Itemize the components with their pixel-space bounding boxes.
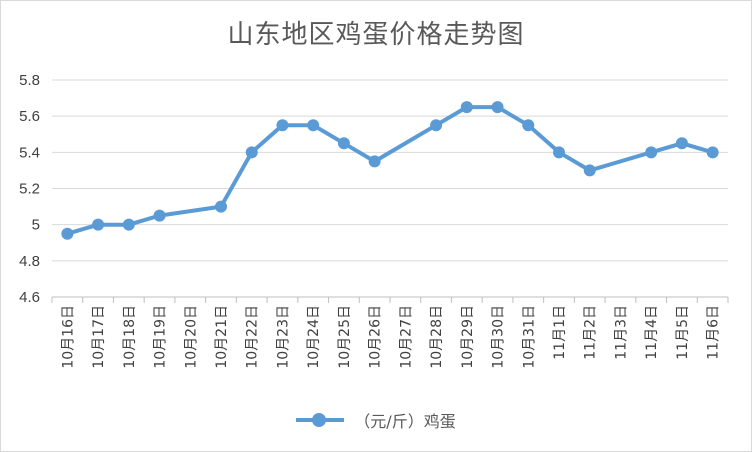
data-point — [553, 146, 565, 159]
y-tick-label: 5.6 — [19, 108, 40, 125]
y-tick-label: 5.8 — [19, 72, 40, 89]
chart-title: 山东地区鸡蛋价格走势图 — [227, 20, 525, 50]
x-tick-label: 10月30日 — [491, 305, 507, 369]
data-point — [122, 218, 135, 231]
x-tick-label: 10月23日 — [275, 305, 291, 369]
y-tick-label: 5.4 — [19, 144, 40, 161]
y-axis-tick-labels: 4.6 4.8 5 5.2 5.4 5.6 5.8 — [19, 72, 40, 306]
y-tick-label: 4.8 — [19, 253, 40, 270]
data-point — [645, 146, 658, 159]
data-point — [460, 101, 473, 114]
data-point — [307, 119, 320, 132]
data-point — [368, 155, 381, 168]
data-point — [337, 137, 350, 150]
x-tick-label: 10月18日 — [122, 305, 138, 369]
x-tick-label: 10月24日 — [306, 305, 322, 369]
x-tick-label: 10月27日 — [398, 305, 414, 369]
x-tick-label: 10月19日 — [153, 305, 169, 369]
data-point — [153, 209, 166, 222]
x-axis-tick-labels: 10月16日 10月17日 10月18日 10月19日 10月20日 10月21日 10月2… — [60, 305, 721, 369]
x-tick-label: 11月5日 — [675, 305, 691, 360]
x-tick-label: 10月16日 — [60, 305, 76, 369]
x-tick-label: 11月4日 — [644, 305, 660, 360]
x-tick-label: 11月6日 — [706, 305, 722, 360]
y-tick-label: 5.2 — [19, 181, 40, 198]
data-point — [430, 119, 443, 132]
data-point — [92, 218, 105, 231]
x-tick-label: 10月28日 — [429, 305, 445, 369]
x-axis — [51, 297, 729, 303]
x-tick-label: 10月31日 — [521, 305, 537, 369]
series-egg-price — [61, 101, 719, 240]
data-point — [583, 164, 596, 177]
x-tick-label: 10月21日 — [214, 305, 230, 369]
x-tick-label: 11月3日 — [613, 305, 629, 360]
x-tick-label: 11月1日 — [552, 305, 568, 360]
y-tick-label: 4.6 — [19, 289, 40, 306]
x-tick-label: 10月29日 — [460, 305, 476, 369]
legend-label: （元/斤）鸡蛋 — [354, 412, 456, 431]
data-point — [215, 200, 227, 213]
x-tick-label: 10月17日 — [91, 305, 107, 369]
data-point — [245, 146, 258, 159]
data-point — [61, 227, 74, 240]
data-point — [522, 119, 535, 132]
data-point — [675, 137, 688, 150]
x-tick-label: 11月2日 — [583, 305, 599, 360]
data-point — [706, 146, 719, 159]
gridlines — [52, 79, 728, 298]
legend[interactable]: （元/斤）鸡蛋 — [0, 408, 752, 432]
x-tick-label: 10月25日 — [337, 305, 353, 369]
legend-marker — [296, 413, 345, 427]
data-point — [276, 119, 289, 132]
x-tick-label: 10月20日 — [183, 305, 199, 369]
x-tick-label: 10月26日 — [368, 305, 384, 369]
data-point — [491, 101, 504, 114]
x-tick-label: 10月22日 — [245, 305, 261, 369]
y-tick-label: 5 — [32, 217, 40, 234]
